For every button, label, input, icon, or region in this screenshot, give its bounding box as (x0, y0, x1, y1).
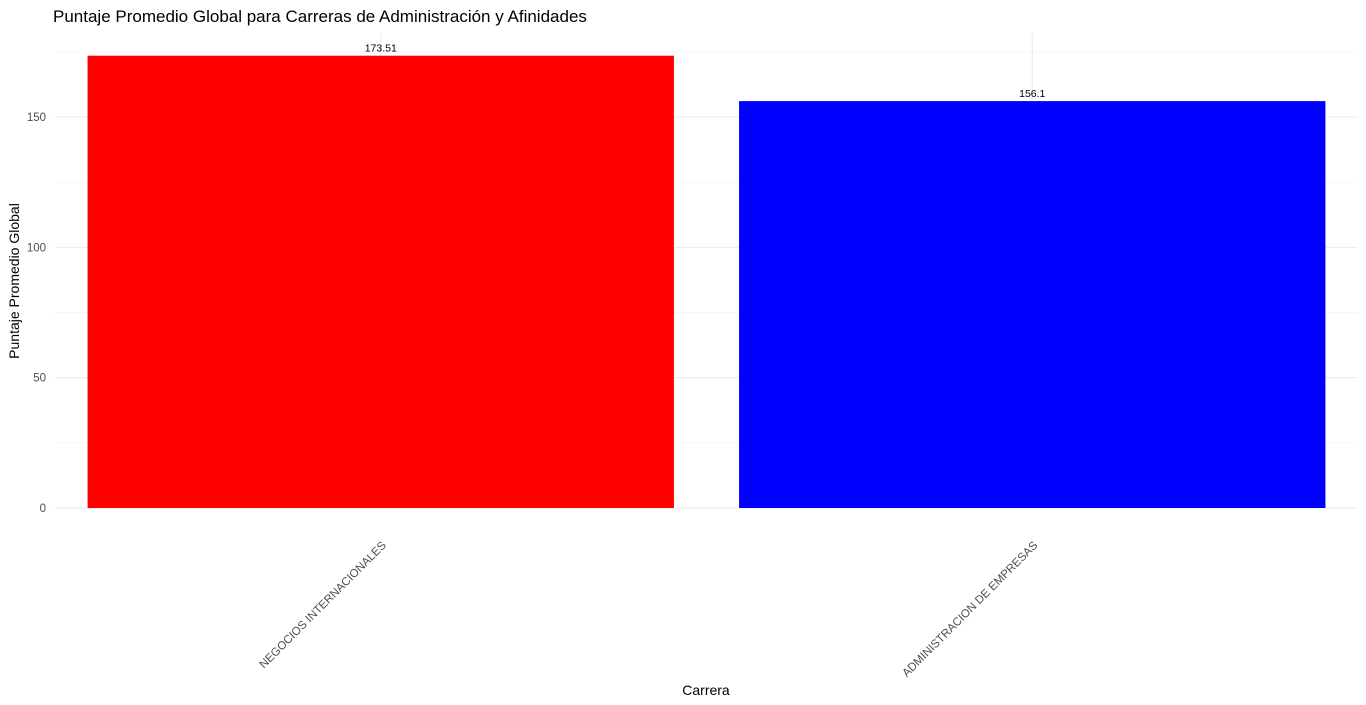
bar (87, 55, 674, 509)
chart-title: Puntaje Promedio Global para Carreras de… (53, 7, 587, 26)
x-tick-label: NEGOCIOS INTERNACIONALES (257, 539, 389, 671)
bar (739, 101, 1326, 508)
data-label: 156.1 (1019, 88, 1045, 100)
y-axis-label: Puntaje Promedio Global (6, 203, 22, 359)
data-labels: 173.51 156.1 (365, 43, 1046, 100)
bars (87, 55, 1326, 509)
y-tick-label: 0 (40, 503, 46, 515)
x-tick-label: ADMINISTRACION DE EMPRESAS (900, 539, 1040, 679)
data-label: 173.51 (365, 43, 397, 55)
y-tick-label: 100 (27, 242, 46, 254)
x-axis-label: Carrera (682, 682, 730, 698)
y-tick-labels: 0 50 100 150 (27, 112, 46, 515)
y-tick-label: 150 (27, 112, 46, 124)
y-tick-label: 50 (33, 373, 46, 385)
x-tick-labels: NEGOCIOS INTERNACIONALES ADMINISTRACION D… (257, 539, 1040, 679)
